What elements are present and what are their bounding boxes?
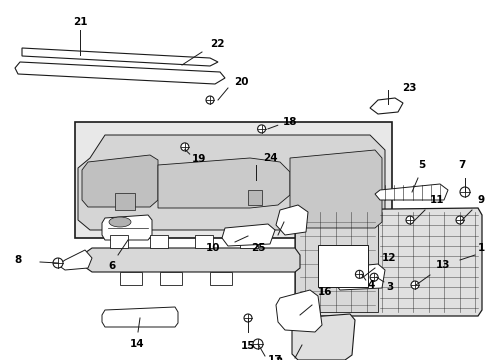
Polygon shape	[102, 307, 178, 327]
Text: 4: 4	[367, 280, 374, 290]
Circle shape	[455, 216, 463, 224]
Text: 1: 1	[477, 243, 484, 253]
Text: 18: 18	[282, 117, 297, 127]
Text: 24: 24	[263, 153, 277, 163]
Polygon shape	[15, 62, 224, 84]
Text: 20: 20	[234, 77, 248, 87]
Circle shape	[410, 281, 418, 289]
Polygon shape	[333, 264, 384, 290]
Text: 25: 25	[251, 243, 265, 253]
Text: 8: 8	[15, 255, 22, 265]
Polygon shape	[58, 250, 92, 270]
Circle shape	[257, 125, 265, 133]
Polygon shape	[115, 193, 135, 210]
Text: 2: 2	[274, 357, 282, 360]
Polygon shape	[275, 205, 307, 235]
Circle shape	[181, 143, 188, 151]
Polygon shape	[150, 235, 168, 248]
Text: 17: 17	[267, 355, 282, 360]
Text: 15: 15	[240, 341, 255, 351]
Text: 13: 13	[435, 260, 449, 270]
Polygon shape	[289, 150, 381, 228]
Circle shape	[355, 270, 363, 278]
Polygon shape	[240, 235, 258, 248]
Polygon shape	[275, 290, 321, 332]
Text: 12: 12	[381, 253, 396, 263]
Polygon shape	[294, 215, 377, 312]
Polygon shape	[82, 248, 299, 272]
Text: 7: 7	[457, 160, 465, 170]
Text: 5: 5	[417, 160, 425, 170]
Polygon shape	[82, 155, 158, 207]
Circle shape	[205, 96, 214, 104]
Text: 19: 19	[191, 154, 205, 164]
Polygon shape	[222, 224, 274, 246]
Polygon shape	[294, 208, 481, 316]
Bar	[75, 122, 391, 238]
Polygon shape	[195, 235, 213, 248]
Text: 23: 23	[401, 83, 416, 93]
Text: 11: 11	[429, 195, 444, 205]
Polygon shape	[158, 158, 289, 208]
Polygon shape	[230, 172, 303, 189]
Text: 21: 21	[73, 17, 87, 27]
Text: 16: 16	[317, 287, 332, 297]
Polygon shape	[120, 272, 142, 285]
Circle shape	[369, 273, 377, 281]
Polygon shape	[102, 215, 152, 240]
Ellipse shape	[109, 217, 131, 227]
Circle shape	[53, 258, 63, 268]
Polygon shape	[110, 235, 128, 248]
Polygon shape	[209, 272, 231, 285]
Polygon shape	[247, 190, 262, 205]
Polygon shape	[374, 184, 447, 200]
Text: 10: 10	[205, 243, 220, 253]
Circle shape	[459, 187, 469, 197]
Polygon shape	[160, 272, 182, 285]
Text: 22: 22	[209, 39, 224, 49]
Text: 6: 6	[108, 261, 115, 271]
Circle shape	[405, 216, 413, 224]
Text: 9: 9	[477, 195, 484, 205]
Polygon shape	[22, 48, 218, 66]
Circle shape	[252, 339, 263, 349]
Text: 14: 14	[130, 339, 144, 349]
Polygon shape	[78, 135, 384, 230]
Text: 3: 3	[386, 282, 393, 292]
Polygon shape	[369, 98, 402, 114]
Polygon shape	[291, 314, 354, 360]
Bar	[317, 245, 367, 287]
Circle shape	[244, 314, 251, 322]
